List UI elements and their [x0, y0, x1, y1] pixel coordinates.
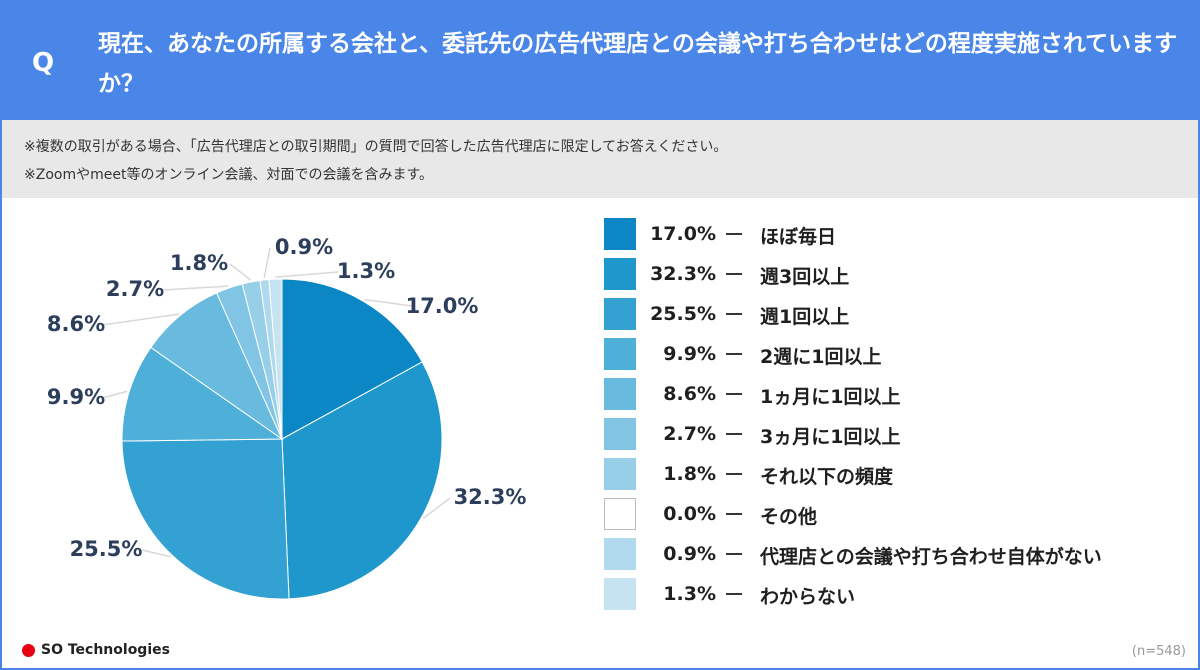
- legend-swatch: [604, 218, 636, 250]
- legend-item: 17.0% ほぼ毎日: [602, 216, 1192, 256]
- legend-item: 0.0% その他: [602, 496, 1192, 536]
- legend-swatch: [604, 578, 636, 610]
- chart-legend: 17.0% ほぼ毎日 32.3% 週3回以上 25.5% 週1回以上 9.9% 2週に1回以上…: [602, 216, 1192, 616]
- legend-label: 3ヵ月に1回以上: [760, 426, 901, 448]
- pie-slice: [268, 278, 283, 440]
- note-2: ※Zoomやmeet等のオンライン会議、対面での会議を含みます。: [24, 167, 434, 183]
- legend-percent: 2.7%: [663, 423, 716, 445]
- pie-data-label: 17.0%: [406, 294, 479, 318]
- sample-size: (n=548): [1131, 644, 1186, 659]
- pie-leader-line: [422, 497, 451, 519]
- pie-data-label: 1.8%: [170, 251, 228, 275]
- legend-swatch: [604, 338, 636, 370]
- pie-leader-line: [161, 285, 229, 291]
- legend-item: 9.9% 2週に1回以上: [602, 336, 1192, 376]
- legend-label: ほぼ毎日: [760, 226, 837, 248]
- legend-percent: 1.3%: [663, 583, 716, 605]
- legend-item: 25.5% 週1回以上: [602, 296, 1192, 336]
- legend-label: 週3回以上: [760, 266, 850, 288]
- legend-percent: 32.3%: [650, 263, 716, 285]
- pie-leader-line: [229, 263, 252, 281]
- pie-leader-line: [364, 298, 413, 307]
- legend-swatch: [604, 498, 636, 530]
- question-header: Q 現在、あなたの所属する会社と、委託先の広告代理店との会議や打ち合わせはどの程…: [2, 2, 1198, 120]
- pie-data-label: 9.9%: [47, 385, 105, 409]
- q-mark: Q: [32, 48, 55, 78]
- legend-swatch: [604, 538, 636, 570]
- pie-leader-line: [101, 390, 128, 399]
- legend-dash: [726, 353, 742, 355]
- legend-label: その他: [760, 506, 818, 528]
- logo-text: SO Technologies: [41, 642, 170, 658]
- pie-data-label: 25.5%: [70, 537, 143, 561]
- legend-label: 代理店との会議や打ち合わせ自体がない: [760, 546, 1102, 568]
- legend-swatch: [604, 418, 636, 450]
- pie-leader-line: [263, 247, 271, 279]
- legend-swatch: [604, 458, 636, 490]
- legend-dash: [726, 553, 742, 555]
- pie-slice: [121, 346, 284, 442]
- legend-percent: 0.0%: [663, 503, 716, 525]
- pie-data-label: 2.7%: [106, 277, 164, 301]
- pie-leader-line: [101, 313, 179, 326]
- legend-item: 32.3% 週3回以上: [602, 256, 1192, 296]
- legend-label: 週1回以上: [760, 306, 850, 328]
- pie-slice: [121, 438, 290, 600]
- legend-label: わからない: [760, 586, 856, 608]
- legend-percent: 17.0%: [650, 223, 716, 245]
- legend-swatch: [604, 378, 636, 410]
- legend-dash: [726, 313, 742, 315]
- pie-slice: [150, 292, 284, 441]
- logo-dot-icon: [22, 643, 35, 657]
- legend-dash: [726, 593, 742, 595]
- note-1: ※複数の取引がある場合、「広告代理店との取引期間」の質問で回答した広告代理店に限…: [24, 139, 728, 155]
- legend-label: 2週に1回以上: [760, 346, 882, 368]
- legend-percent: 25.5%: [650, 303, 716, 325]
- pie-slice: [281, 278, 423, 440]
- legend-percent: 0.9%: [663, 543, 716, 565]
- legend-dash: [726, 273, 742, 275]
- legend-percent: 1.8%: [663, 463, 716, 485]
- pie-leader-line: [141, 549, 171, 558]
- legend-dash: [726, 473, 742, 475]
- legend-item: 1.8% それ以下の頻度: [602, 456, 1192, 496]
- legend-label: それ以下の頻度: [760, 466, 894, 488]
- pie-data-label: 32.3%: [454, 485, 527, 509]
- pie-slice: [281, 361, 443, 600]
- legend-label: 1ヵ月に1回以上: [760, 386, 901, 408]
- pie-data-label: 0.9%: [275, 235, 333, 259]
- legend-item: 1.3% わからない: [602, 576, 1192, 616]
- legend-dash: [726, 233, 742, 235]
- legend-item: 0.9% 代理店との会議や打ち合わせ自体がない: [602, 536, 1192, 576]
- question-text: 現在、あなたの所属する会社と、委託先の広告代理店との会議や打ち合わせはどの程度実…: [98, 31, 1178, 97]
- legend-percent: 8.6%: [663, 383, 716, 405]
- legend-percent: 9.9%: [663, 343, 716, 365]
- legend-swatch: [604, 298, 636, 330]
- pie-chart: 17.0% 32.3% 25.5% 9.9% 8.6%2.7%1.8% 0.9%1.3%: [47, 235, 527, 600]
- pie-data-label: 1.3%: [337, 259, 395, 283]
- brand-logo: SO Technologies: [22, 642, 170, 658]
- legend-dash: [726, 513, 742, 515]
- legend-item: 2.7% 3ヵ月に1回以上: [602, 416, 1192, 456]
- legend-item: 8.6% 1ヵ月に1回以上: [602, 376, 1192, 416]
- legend-dash: [726, 393, 742, 395]
- notes-panel: ※複数の取引がある場合、「広告代理店との取引期間」の質問で回答した広告代理店に限…: [2, 120, 1198, 198]
- legend-swatch: [604, 258, 636, 290]
- pie-leader-line: [275, 271, 339, 278]
- pie-data-label: 8.6%: [47, 312, 105, 336]
- legend-dash: [726, 433, 742, 435]
